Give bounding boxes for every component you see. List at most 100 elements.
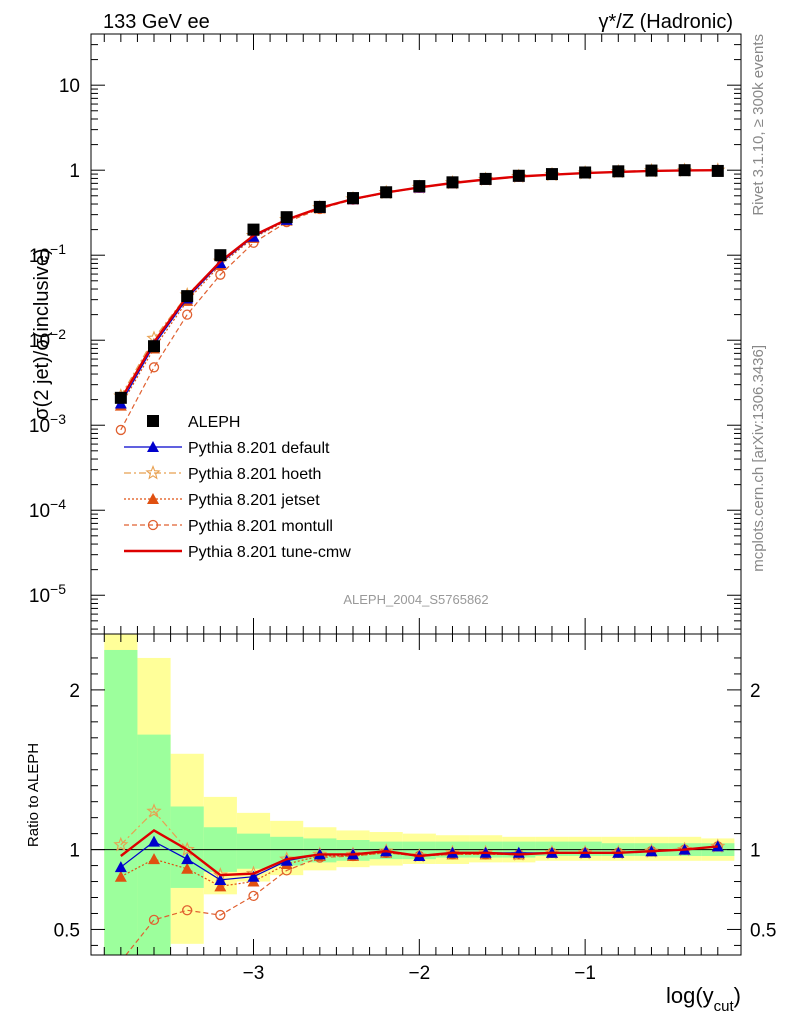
main-y-tick-label: 10−4	[29, 496, 66, 522]
legend-marker	[145, 464, 161, 480]
legend-entry-tunecmw: Pythia 8.201 tune-cmw	[124, 544, 351, 561]
point-data	[280, 211, 293, 224]
main-y-tick-label: 10−3	[29, 411, 66, 437]
ratio-y-axis-label: Ratio to ALEPH	[25, 743, 42, 847]
ratio-point-jetset	[114, 870, 127, 882]
series-line-hoeth	[120, 169, 718, 397]
series-default	[114, 164, 724, 409]
point-data	[479, 172, 492, 185]
point-data	[413, 180, 426, 193]
point-data	[612, 165, 625, 178]
x-tick-label: −1	[574, 963, 596, 984]
legend-entry-hoeth: Pythia 8.201 hoeth	[124, 464, 321, 483]
band-inner	[236, 833, 271, 869]
ratio-frame	[90, 633, 742, 956]
main-series	[113, 162, 726, 436]
ratio-series-tunecmw	[120, 828, 718, 877]
legend-marker	[147, 441, 159, 452]
legend-entry-data: ALEPH	[147, 414, 240, 431]
legend-marker	[147, 493, 159, 504]
ratio-point-default	[247, 870, 260, 882]
ratio-point-default	[711, 840, 724, 852]
series-line-tunecmw	[119, 169, 718, 401]
point-data	[380, 186, 393, 199]
ratio-point-default	[214, 873, 227, 885]
analysis-watermark: ALEPH_2004_S5765862	[343, 592, 488, 607]
point-montull	[182, 309, 193, 320]
main-y-axis-label: σ(2 jet)/σ(inclusive)	[31, 248, 53, 419]
point-data	[214, 249, 227, 262]
point-montull	[215, 269, 226, 280]
ratio-y-tick-label-right: 1	[750, 841, 761, 862]
legend-marker	[147, 415, 159, 427]
x-tick-label: −3	[243, 963, 265, 984]
legend-entry-montull: Pythia 8.201 montull	[124, 518, 333, 535]
x-tick-label: −2	[408, 963, 430, 984]
band-inner	[170, 806, 204, 888]
main-panel: ALEPH_2004_S5765862 10110−110−210−310−41…	[29, 33, 742, 635]
ratio-point-jetset	[148, 853, 161, 865]
series-jetset	[114, 164, 724, 411]
main-y-tick-label: 10−5	[29, 581, 66, 607]
legend-entry-default: Pythia 8.201 default	[124, 440, 330, 457]
ratio-y-tick-label-right: 0.5	[750, 920, 776, 941]
legend-label: ALEPH	[188, 414, 240, 431]
ratio-point-hoeth	[113, 836, 129, 852]
ratio-point-default	[114, 861, 127, 873]
uncertainty-bands	[104, 634, 735, 955]
ratio-ticks: 0.5 0.5 1 1 2 2 −3 −2 −1	[54, 634, 776, 984]
ratio-point-montull	[182, 905, 193, 916]
point-data	[678, 164, 691, 177]
point-data	[579, 166, 592, 179]
point-data	[148, 340, 161, 353]
point-data	[313, 200, 326, 213]
ratio-point-montull	[248, 890, 259, 902]
point-data	[446, 176, 459, 189]
point-montull	[148, 362, 160, 373]
point-data	[545, 168, 558, 181]
legend-label: Pythia 8.201 tune-cmw	[188, 544, 351, 561]
band-inner	[104, 649, 138, 955]
ratio-point-default	[181, 853, 194, 865]
mcplots-label: mcplots.cern.ch [arXiv:1306.3436]	[750, 345, 767, 572]
ratio-y-tick-label: 2	[69, 681, 80, 702]
point-data	[645, 164, 658, 177]
point-data	[346, 192, 359, 205]
point-data	[247, 223, 260, 236]
legend-label: Pythia 8.201 montull	[188, 518, 333, 535]
series-montull	[115, 165, 723, 436]
main-y-tick-label: 10−1	[29, 241, 66, 267]
ratio-y-tick-label: 0.5	[54, 920, 80, 941]
ratio-point-jetset	[214, 880, 227, 892]
series-hoeth	[113, 162, 726, 403]
ratio-series	[113, 803, 726, 955]
series-line-montull	[120, 169, 718, 431]
series-tunecmw	[119, 169, 718, 401]
legend-label: Pythia 8.201 hoeth	[188, 466, 321, 483]
rivet-label: Rivet 3.1.10, ≥ 300k events	[750, 34, 767, 216]
ratio-y-tick-label: 1	[69, 841, 80, 862]
legend-label: Pythia 8.201 jetset	[188, 492, 320, 509]
x-axis-label: log(ycut)	[666, 983, 741, 1015]
point-data	[711, 164, 724, 177]
legend-marker	[147, 519, 159, 531]
ratio-point-hoeth	[146, 803, 162, 818]
left-title: 133 GeV ee	[103, 11, 210, 33]
point-data	[114, 391, 127, 404]
main-y-tick-label: 10	[59, 76, 80, 97]
ratio-point-montull	[148, 914, 160, 926]
point-data	[181, 290, 194, 303]
legend: ALEPH Pythia 8.201 default Pythia 8.201 ho…	[124, 414, 351, 561]
series-data	[114, 164, 724, 404]
legend-entry-jetset: Pythia 8.201 jetset	[124, 492, 320, 509]
right-title: γ*/Z (Hadronic)	[599, 11, 733, 33]
legend-label: Pythia 8.201 default	[188, 440, 330, 457]
main-y-tick-label: 10−2	[29, 326, 66, 352]
main-ticks: 10 1 10−1 10−2 10−3 10−4 10−5	[29, 33, 741, 634]
ratio-point-montull	[215, 909, 226, 921]
ratio-line-tunecmw	[120, 828, 718, 877]
ratio-y-tick-label-right: 2	[750, 681, 761, 702]
point-montull	[115, 424, 126, 436]
ratio-panel: 0.5 0.5 1 1 2 2 −3 −2 −1 Ratio to ALEPH log(ycut…	[25, 633, 776, 1015]
